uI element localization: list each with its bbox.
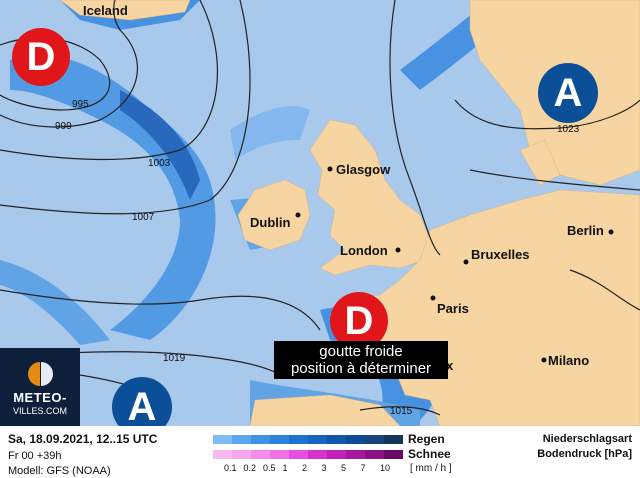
annotation-box: goutte froide position à déterminer [274, 341, 448, 379]
color-swatch [213, 435, 232, 444]
great-britain [309, 119, 431, 276]
color-swatch [384, 435, 403, 444]
color-swatch [327, 450, 346, 459]
color-swatch [270, 435, 289, 444]
scale-tick: 5 [341, 463, 347, 473]
scale-tick: 2 [302, 463, 308, 473]
city-london: London [340, 243, 388, 258]
rain-label: Regen [408, 432, 445, 446]
annotation-line: goutte froide [319, 343, 403, 360]
city-paris: Paris [437, 301, 469, 316]
iceland [59, 0, 191, 21]
isobar-label: 1019 [163, 353, 186, 364]
legend-subtitle: Bodendruck [hPa] [537, 448, 632, 460]
city-milano: Milano [548, 353, 589, 368]
scale-tick: 10 [380, 463, 391, 473]
isobar-label: 995 [72, 99, 89, 110]
color-swatch [251, 435, 270, 444]
color-swatch [308, 435, 327, 444]
logo-text: VILLES.COM [12, 406, 68, 416]
model-run: Fr 00 +39h [8, 450, 62, 462]
rain-color-scale [213, 435, 403, 444]
low-pressure-marker: D [330, 292, 388, 350]
color-swatch [289, 450, 308, 459]
logo[interactable]: METEO- VILLES.COM [0, 348, 80, 426]
isobar-label: 1015 [390, 406, 413, 417]
low-pressure-marker: D [12, 28, 70, 86]
scale-tick: 0.1 [224, 463, 237, 473]
annotation-line: position à déterminer [290, 360, 432, 377]
isobar-label: 1023 [557, 124, 580, 135]
snow-color-scale [213, 450, 403, 459]
legend-title: Niederschlagsart [542, 433, 632, 445]
color-swatch [346, 450, 365, 459]
city-berlin: Berlin [567, 223, 604, 238]
isobar-label: 1007 [132, 212, 155, 223]
city-glasgow: Glasgow [336, 162, 391, 177]
ireland [237, 179, 311, 251]
color-swatch [365, 450, 384, 459]
high-pressure-marker: A [538, 63, 598, 123]
city-partial: x [446, 358, 454, 373]
logo-sun-moon-icon [28, 362, 53, 386]
isobar-labels: 995 999 1003 1007 1019 1023 1015 [55, 99, 580, 417]
isobar-label: 999 [55, 121, 72, 132]
color-swatch [289, 435, 308, 444]
scale-tick: 0.5 [263, 463, 276, 473]
forecast-date: Sa, 18.09.2021, 12..15 UTC [8, 432, 158, 446]
logo-text: METEO- [13, 390, 67, 405]
model-name: Modell: GFS (NOAA) [8, 465, 111, 477]
color-swatch [232, 450, 251, 459]
cities: Iceland Glasgow Dublin London Bruxelles … [83, 3, 614, 373]
scale-tick: 7 [360, 463, 366, 473]
color-swatch [365, 435, 384, 444]
color-swatch [213, 450, 232, 459]
snow-label: Schnee [408, 447, 451, 461]
color-swatch [308, 450, 327, 459]
legend: Sa, 18.09.2021, 12..15 UTC Fr 00 +39h Mo… [0, 426, 640, 478]
color-swatch [232, 435, 251, 444]
label-iceland: Iceland [83, 3, 128, 18]
city-dublin: Dublin [250, 215, 290, 230]
scale-tick: 0.2 [243, 463, 257, 473]
iberia [249, 394, 401, 426]
color-swatch [251, 450, 270, 459]
color-swatch [346, 435, 365, 444]
isobar-label: 1003 [148, 158, 171, 169]
scale-tick: 1 [282, 463, 288, 473]
scale-tick: 3 [321, 463, 327, 473]
unit-label: [ mm / h ] [410, 463, 452, 474]
city-bruxelles: Bruxelles [471, 247, 530, 262]
color-swatch [327, 435, 346, 444]
color-swatch [384, 450, 403, 459]
color-swatch [270, 450, 289, 459]
